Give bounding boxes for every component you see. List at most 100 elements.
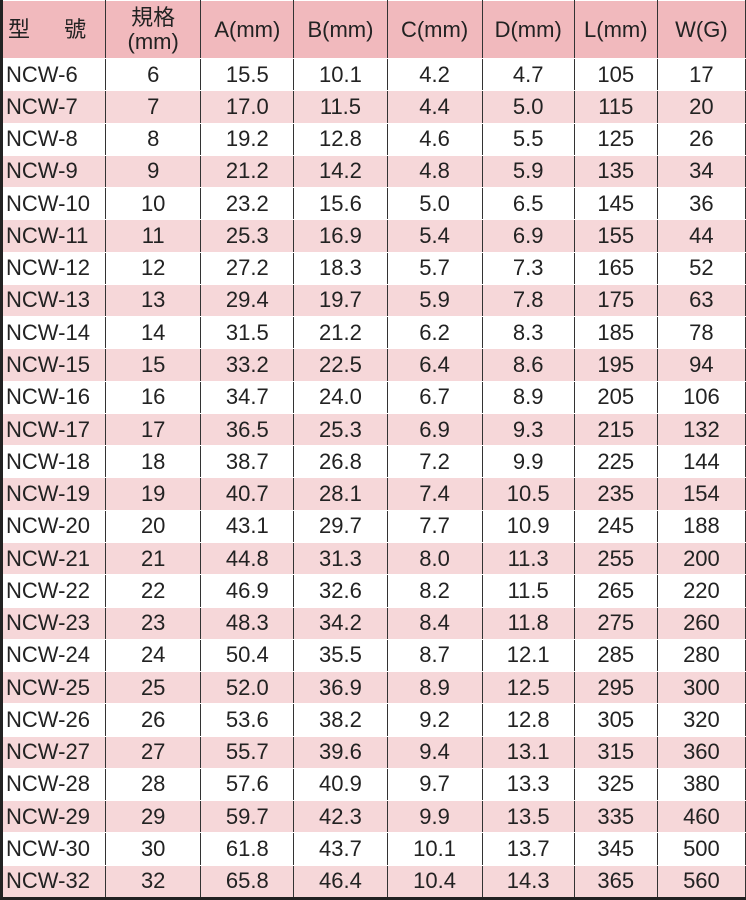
cell-w: 106 — [656, 380, 746, 414]
cell-c: 4.4 — [386, 90, 483, 124]
cell-c: 6.2 — [386, 316, 483, 350]
cell-c: 9.7 — [386, 767, 483, 802]
cell-d: 11.5 — [481, 574, 575, 608]
header-row: 型 號 規格 (mm) A(mm) B(mm) C(mm) D(mm) L(mm)… — [0, 0, 746, 59]
cell-model: NCW-20 — [0, 509, 107, 543]
cell-spec: 9 — [105, 154, 202, 189]
table-row: NCW-10 10 23.2 15.6 5.0 6.5 145 36 — [0, 187, 746, 221]
cell-model: NCW-30 — [0, 832, 107, 866]
cell-b: 24.0 — [293, 380, 388, 414]
table-row: NCW-28 28 57.6 40.9 9.7 13.3 325 380 — [0, 767, 746, 802]
cell-w: 20 — [656, 90, 746, 124]
cell-spec: 30 — [105, 832, 202, 866]
cell-spec: 19 — [105, 477, 202, 511]
cell-spec: 28 — [105, 767, 202, 802]
cell-a: 53.6 — [200, 703, 295, 737]
cell-spec: 27 — [105, 735, 202, 769]
table-row: NCW-14 14 31.5 21.2 6.2 8.3 185 78 — [0, 316, 746, 350]
cell-a: 40.7 — [200, 477, 295, 511]
cell-model: NCW-17 — [0, 412, 107, 447]
cell-w: 360 — [656, 735, 746, 769]
header-l: L(mm) — [573, 0, 658, 59]
cell-l: 245 — [573, 509, 658, 543]
cell-b: 11.5 — [293, 90, 388, 124]
cell-d: 5.0 — [481, 90, 575, 124]
cell-w: 36 — [656, 187, 746, 221]
table-row: NCW-13 13 29.4 19.7 5.9 7.8 175 63 — [0, 283, 746, 318]
cell-b: 26.8 — [293, 445, 388, 479]
cell-l: 115 — [573, 90, 658, 124]
table-row: NCW-18 18 38.7 26.8 7.2 9.9 225 144 — [0, 445, 746, 479]
cell-spec: 24 — [105, 638, 202, 673]
header-model: 型 號 — [0, 0, 107, 59]
table-row: NCW-17 17 36.5 25.3 6.9 9.3 215 132 — [0, 412, 746, 447]
cell-c: 5.9 — [386, 283, 483, 318]
table-row: NCW-30 30 61.8 43.7 10.1 13.7 345 500 — [0, 832, 746, 866]
table-row: NCW-20 20 43.1 29.7 7.7 10.9 245 188 — [0, 509, 746, 543]
cell-l: 185 — [573, 316, 658, 350]
cell-model: NCW-32 — [0, 864, 107, 900]
cell-w: 17 — [656, 57, 746, 92]
cell-b: 12.8 — [293, 122, 388, 156]
cell-d: 9.3 — [481, 412, 575, 447]
cell-model: NCW-13 — [0, 283, 107, 318]
cell-l: 275 — [573, 606, 658, 640]
table-row: NCW-19 19 40.7 28.1 7.4 10.5 235 154 — [0, 477, 746, 511]
cell-model: NCW-12 — [0, 251, 107, 285]
table-row: NCW-22 22 46.9 32.6 8.2 11.5 265 220 — [0, 574, 746, 608]
table-row: NCW-6 6 15.5 10.1 4.2 4.7 105 17 — [0, 57, 746, 92]
cell-b: 36.9 — [293, 671, 388, 705]
cell-d: 12.8 — [481, 703, 575, 737]
cell-a: 50.4 — [200, 638, 295, 673]
cell-a: 59.7 — [200, 800, 295, 834]
cell-b: 21.2 — [293, 316, 388, 350]
cell-spec: 23 — [105, 606, 202, 640]
cell-a: 34.7 — [200, 380, 295, 414]
cell-l: 205 — [573, 380, 658, 414]
cell-b: 10.1 — [293, 57, 388, 92]
cell-model: NCW-7 — [0, 90, 107, 124]
cell-w: 220 — [656, 574, 746, 608]
cell-l: 215 — [573, 412, 658, 447]
cell-w: 78 — [656, 316, 746, 350]
cell-w: 280 — [656, 638, 746, 673]
cell-a: 65.8 — [200, 864, 295, 900]
cell-spec: 12 — [105, 251, 202, 285]
cell-model: NCW-11 — [0, 219, 107, 253]
cell-a: 46.9 — [200, 574, 295, 608]
cell-a: 48.3 — [200, 606, 295, 640]
cell-c: 6.7 — [386, 380, 483, 414]
cell-w: 500 — [656, 832, 746, 866]
cell-a: 19.2 — [200, 122, 295, 156]
table-row: NCW-23 23 48.3 34.2 8.4 11.8 275 260 — [0, 606, 746, 640]
cell-d: 6.5 — [481, 187, 575, 221]
cell-c: 8.4 — [386, 606, 483, 640]
header-d: D(mm) — [481, 0, 575, 59]
cell-spec: 29 — [105, 800, 202, 834]
cell-model: NCW-27 — [0, 735, 107, 769]
cell-d: 11.8 — [481, 606, 575, 640]
cell-w: 380 — [656, 767, 746, 802]
cell-model: NCW-22 — [0, 574, 107, 608]
header-spec-line1: 規格 — [131, 4, 176, 30]
cell-b: 25.3 — [293, 412, 388, 447]
cell-d: 13.7 — [481, 832, 575, 866]
cell-spec: 21 — [105, 541, 202, 576]
cell-spec: 16 — [105, 380, 202, 414]
header-spec: 規格 (mm) — [105, 0, 202, 59]
cell-w: 154 — [656, 477, 746, 511]
cell-c: 9.9 — [386, 800, 483, 834]
cell-a: 27.2 — [200, 251, 295, 285]
cell-l: 305 — [573, 703, 658, 737]
header-spec-line2: (mm) — [127, 28, 179, 54]
cell-a: 31.5 — [200, 316, 295, 350]
cell-d: 10.5 — [481, 477, 575, 511]
cell-w: 260 — [656, 606, 746, 640]
cell-c: 4.6 — [386, 122, 483, 156]
table-row: NCW-7 7 17.0 11.5 4.4 5.0 115 20 — [0, 90, 746, 124]
cell-b: 15.6 — [293, 187, 388, 221]
cell-w: 132 — [656, 412, 746, 447]
cell-model: NCW-19 — [0, 477, 107, 511]
cell-a: 25.3 — [200, 219, 295, 253]
